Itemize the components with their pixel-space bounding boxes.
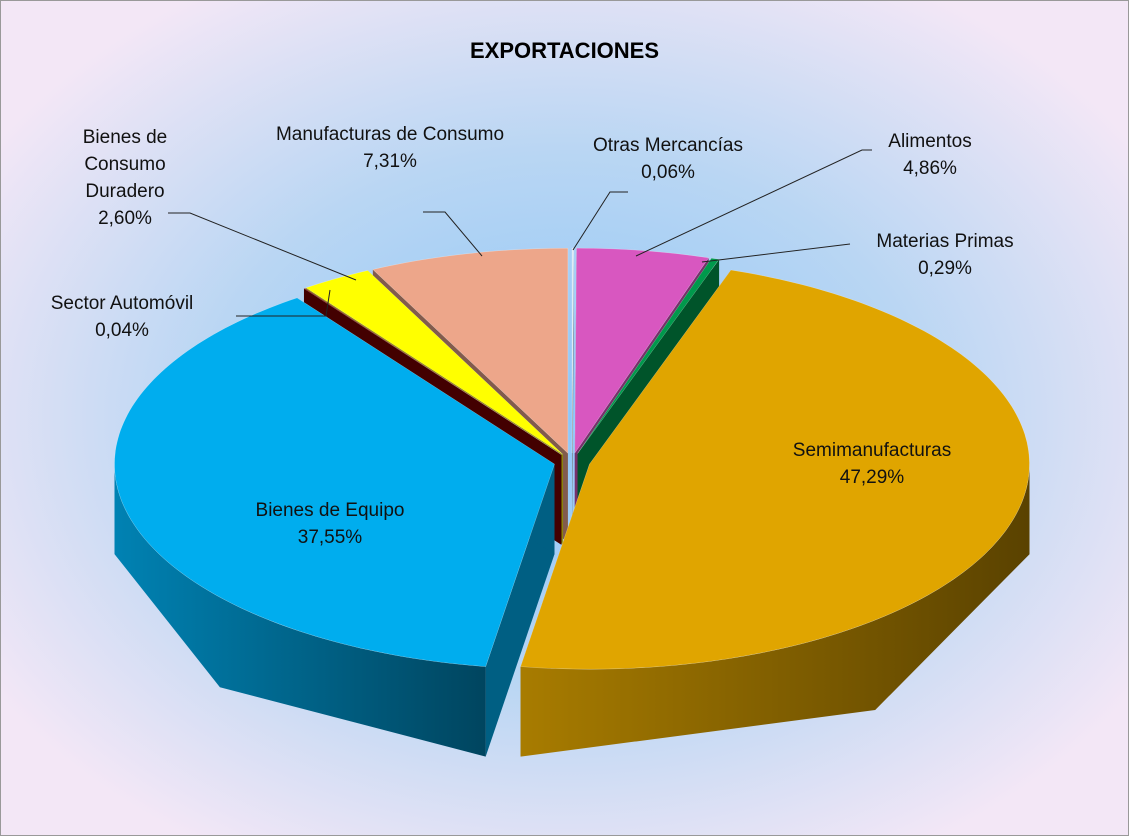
category-label: Materias Primas [876,231,1014,252]
category-label: Bienes de Consumo Duradero [82,127,168,202]
slice-wall [520,464,1030,757]
slice [303,287,562,455]
slice [520,269,1030,670]
slice [372,247,569,454]
category-label: Alimentos [888,131,972,152]
chart-title: EXPORTACIONES [469,38,660,63]
pie [114,247,1030,757]
leader-line [635,149,872,257]
slice-wall [114,464,486,757]
slice-label: Materias Primas 0,29% [845,228,1045,282]
leader-line [168,212,357,281]
slice-side [572,248,574,544]
slice-label: Otras Mercancías 0,06% [553,132,783,186]
category-label: Manufacturas de Consumo [275,124,505,145]
category-label: Sector Automóvil [50,293,194,314]
slice-label: Bienes de Consumo Duradero 2,60% [65,124,185,232]
value-label: 4,86% [903,158,957,179]
value-label: 0,29% [918,258,972,279]
slice-tops [114,247,1030,670]
leader-line [423,211,483,257]
slice [305,270,563,455]
slice-label: Bienes de Equipo 37,55% [220,497,440,551]
value-label: 2,60% [98,208,152,229]
leader-line [701,243,851,263]
category-label: Semimanufacturas [792,440,952,461]
slice-label: Manufacturas de Consumo 7,31% [275,121,505,175]
slice [571,247,574,454]
value-label: 37,55% [297,527,363,548]
value-label: 7,31% [363,151,417,172]
slice [577,257,720,454]
category-label: Bienes de Equipo [255,500,405,521]
value-label: 0,06% [641,162,695,183]
value-label: 0,04% [95,320,149,341]
slice [574,247,710,454]
category-label: Otras Mercancías [593,135,743,156]
slice-label: Sector Automóvil 0,04% [2,290,242,344]
leader-line [572,191,628,251]
slice-label: Semimanufacturas 47,29% [769,437,975,491]
slice-label: Alimentos 4,86% [850,128,1010,182]
value-label: 47,29% [839,467,905,488]
slice [114,297,555,667]
leader-line [236,289,331,317]
